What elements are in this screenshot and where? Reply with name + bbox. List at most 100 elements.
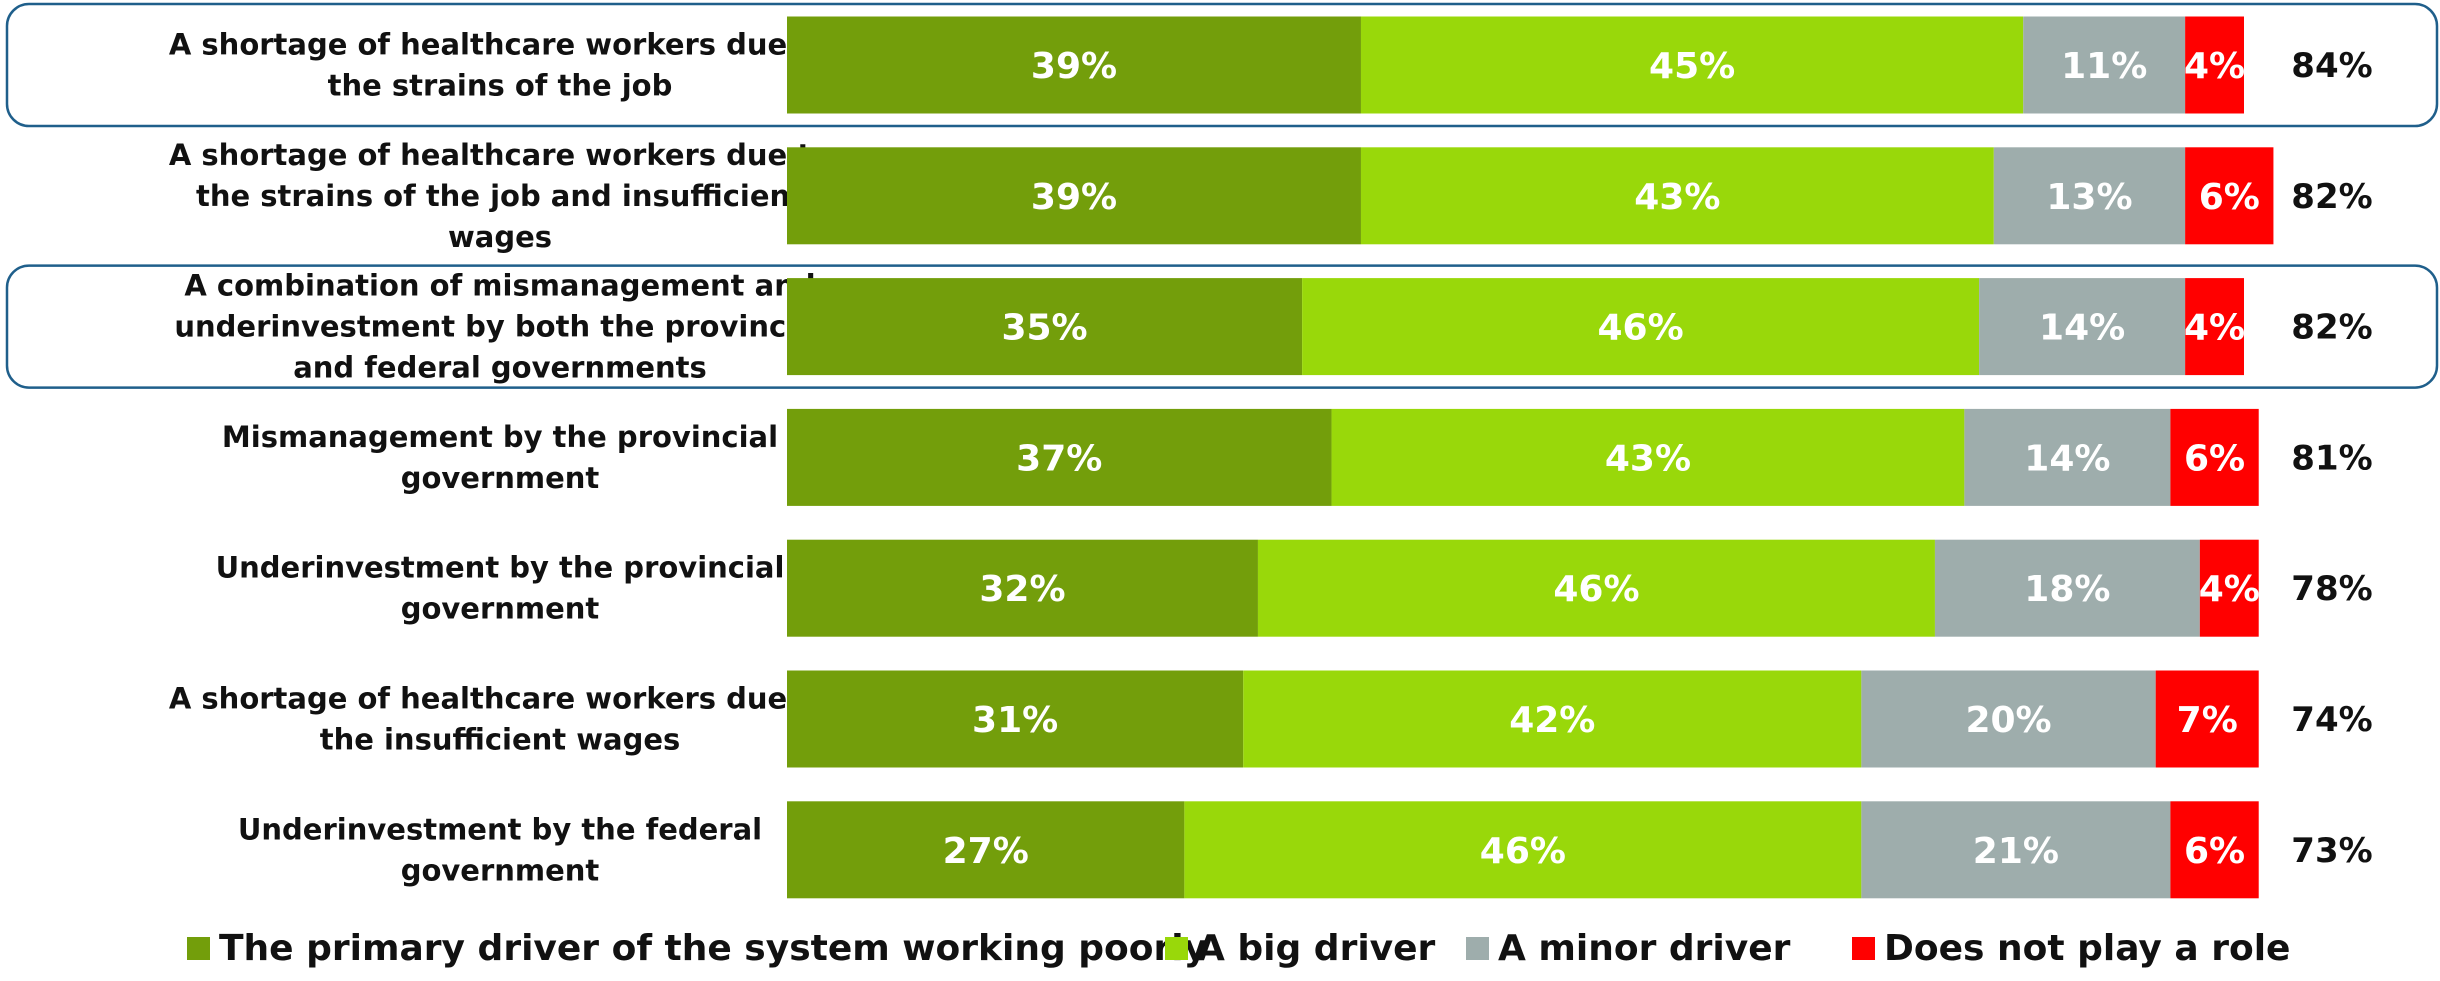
bar-value-label: 46% — [1480, 831, 1566, 872]
category-label-line: wages — [448, 220, 552, 254]
bar-value-label: 46% — [1553, 569, 1639, 610]
legend-swatch — [1165, 937, 1188, 960]
bar-value-label: 13% — [2046, 177, 2132, 218]
total-labels: 84% 82% 82% 81% 78% 74% 73% — [2291, 46, 2372, 871]
category-label-line: government — [401, 461, 600, 495]
bar-segment — [1302, 278, 1980, 376]
total-label: 74% — [2291, 700, 2372, 740]
bar-segment — [1243, 670, 1862, 768]
total-label: 82% — [2291, 177, 2372, 217]
bar-segment — [2023, 16, 2186, 114]
legend-label: Does not play a role — [1884, 928, 2290, 969]
legend-label: The primary driver of the system working… — [219, 928, 1207, 969]
total-label: 84% — [2291, 46, 2372, 86]
category-label: Mismanagement by the provincial governmen… — [222, 420, 778, 495]
category-label-line: government — [401, 853, 600, 887]
bar-segment — [787, 278, 1303, 376]
legend-swatch — [1466, 937, 1489, 960]
bar-value-label: 6% — [2184, 438, 2245, 479]
bar-value-label: 4% — [2199, 569, 2260, 610]
bar-value-label: 6% — [2199, 177, 2260, 218]
bar-segment — [1934, 539, 2200, 637]
highlight-outline — [5, 264, 2439, 389]
category-label-line: Underinvestment by the federal — [238, 812, 762, 846]
total-label: 73% — [2291, 831, 2372, 871]
total-label: 82% — [2291, 308, 2372, 348]
bar-value-label: 39% — [1031, 177, 1117, 218]
bar-segment — [1861, 670, 2156, 768]
bar-value-label: 39% — [1031, 46, 1117, 87]
highlight-outline — [5, 2, 2439, 128]
bar-value-label: 35% — [1001, 308, 1087, 349]
bar-value-label: 18% — [2024, 569, 2110, 610]
bar-value-label: 37% — [1016, 438, 1102, 479]
category-label: A shortage of healthcare workers due to t… — [169, 138, 831, 254]
category-label: A combination of mismanagement and underi… — [174, 269, 825, 385]
bar-segment — [787, 147, 1361, 245]
bar-value-label: 31% — [972, 700, 1058, 741]
bar-segment — [787, 801, 1185, 899]
total-label: 81% — [2291, 438, 2372, 478]
bar-value-label: 4% — [2184, 308, 2245, 349]
total-label: 78% — [2291, 569, 2372, 609]
category-label-line: the insufficient wages — [320, 723, 681, 757]
category-label-line: Underinvestment by the provincial — [216, 551, 785, 585]
bar-value-label: 4% — [2184, 46, 2245, 87]
bar-segment — [1861, 801, 2171, 899]
bar-segment — [1360, 16, 2024, 114]
bar-value-label: 43% — [1605, 438, 1691, 479]
bar-segment — [2170, 801, 2259, 899]
legend: The primary driver of the system working… — [187, 928, 2290, 969]
category-label: A shortage of healthcare workers due to t… — [169, 28, 831, 103]
legend-label: A minor driver — [1498, 928, 1791, 969]
bar-value-label: 14% — [2039, 308, 2125, 349]
bar-value-label: 6% — [2184, 831, 2245, 872]
bar-value-label: 14% — [2024, 438, 2110, 479]
category-label-line: A shortage of healthcare workers due to — [169, 28, 831, 62]
bar-segment — [2185, 147, 2274, 245]
bar-segment — [1331, 408, 1965, 506]
category-labels: A shortage of healthcare workers due to t… — [169, 28, 831, 888]
bar-segment — [2170, 408, 2259, 506]
bar-segment — [787, 408, 1332, 506]
bar-value-label: 27% — [943, 831, 1029, 872]
legend-swatch — [1852, 937, 1875, 960]
category-label: Underinvestment by the federal government — [238, 812, 762, 887]
category-label-line: government — [401, 592, 600, 626]
bar-segment — [2155, 670, 2259, 768]
legend-swatch — [187, 937, 210, 960]
bar-segment — [787, 670, 1244, 768]
bar-segment — [1964, 408, 2171, 506]
bar-segment — [1184, 801, 1862, 899]
category-label-line: the strains of the job — [328, 69, 673, 103]
bar-value-label: 21% — [1973, 831, 2059, 872]
bar-segment — [787, 539, 1258, 637]
category-label-line: A shortage of healthcare workers due to — [169, 682, 831, 716]
bar-value-label: 7% — [2177, 700, 2238, 741]
bar-segment — [2185, 16, 2244, 114]
bar-value-label: 11% — [2061, 46, 2147, 87]
bar-value-label: 32% — [979, 569, 1065, 610]
category-label-line: underinvestment by both the provincial — [174, 310, 825, 344]
category-label-line: and federal governments — [293, 351, 707, 385]
category-label: Underinvestment by the provincial governm… — [216, 551, 785, 626]
bar-value-label: 43% — [1634, 177, 1720, 218]
bar-value-label: 45% — [1649, 46, 1735, 87]
bar-segment — [787, 16, 1361, 114]
category-label-line: A combination of mismanagement and — [184, 269, 815, 303]
bars: 39% 45% 11% 4% 39% 43% 13% 6% 35% 46% 14% 4% 37% 43% 1… — [787, 16, 2274, 899]
bar-segment — [1993, 147, 2186, 245]
bar-segment — [1360, 147, 1994, 245]
bar-segment — [2185, 278, 2244, 376]
category-label-line: Mismanagement by the provincial — [222, 420, 778, 454]
bar-segment — [2199, 539, 2259, 637]
bar-value-label: 46% — [1598, 308, 1684, 349]
row-highlights — [5, 2, 2439, 389]
bar-value-label: 42% — [1509, 700, 1595, 741]
category-label-line: the strains of the job and insufficient — [196, 179, 804, 213]
bar-segment — [1979, 278, 2186, 376]
bar-segment — [1257, 539, 1935, 637]
legend-label: A big driver — [1197, 928, 1436, 969]
category-label: A shortage of healthcare workers due to t… — [169, 682, 831, 757]
